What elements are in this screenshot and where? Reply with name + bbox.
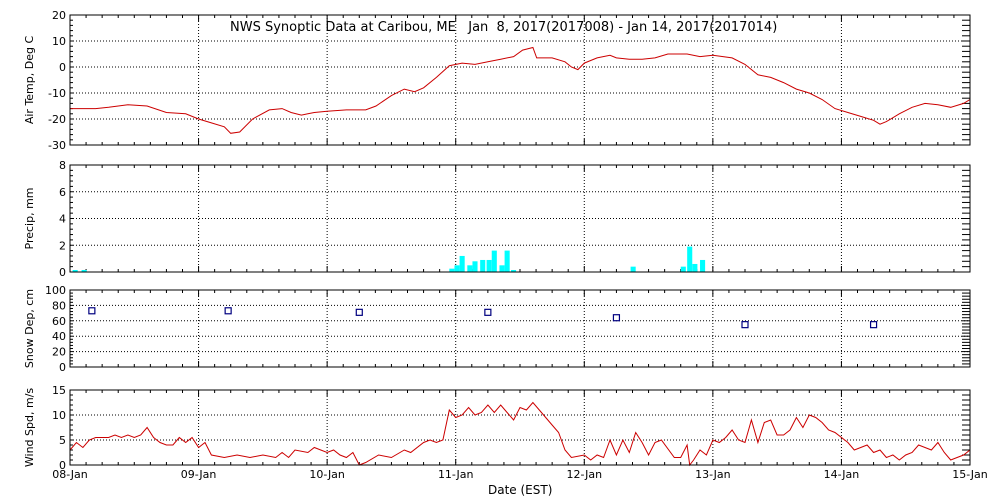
precip-bar: [491, 250, 497, 272]
y-tick-label: 5: [59, 434, 66, 447]
snow-depth-point: [224, 307, 232, 315]
precip-bar: [81, 269, 87, 272]
y-tick-label: 4: [59, 213, 66, 226]
precip-bar: [499, 265, 505, 272]
precip-bar: [700, 259, 706, 272]
y-tick-label: 100: [45, 284, 66, 297]
y-tick-label: 6: [59, 186, 66, 199]
y-tick-label: -20: [48, 113, 66, 126]
precip-bar: [511, 269, 517, 272]
x-tick-label: 14-Jan: [824, 468, 860, 481]
y-axis-label: Snow Dep, cm: [23, 289, 36, 368]
y-tick-label: 0: [59, 266, 66, 279]
y-axis-label: Wind Spd, m/s: [23, 388, 36, 468]
y-tick-label: 10: [52, 409, 66, 422]
snow-depth-point: [741, 321, 749, 329]
snow-depth-point: [484, 308, 492, 316]
y-axis-label: Air Temp, Deg C: [23, 36, 36, 125]
y-axis-label: Precip, mm: [23, 188, 36, 250]
y-tick-label: -10: [48, 87, 66, 100]
y-tick-label: 10: [52, 35, 66, 48]
precip-bar: [454, 265, 460, 272]
x-tick-label: 13-Jan: [695, 468, 731, 481]
precip-bar: [72, 269, 78, 272]
precip-bar: [692, 263, 698, 272]
panel-2: 0 2 4 6 8 Precip, mm: [23, 159, 971, 279]
y-tick-label: 0: [59, 61, 66, 74]
panel-frame: [69, 289, 971, 368]
precip-bar: [680, 266, 686, 272]
precip-bar: [486, 259, 492, 272]
precip-bar: [687, 246, 693, 272]
y-tick-label: -30: [48, 139, 66, 152]
precip-bar: [459, 255, 465, 272]
precip-bar: [480, 259, 486, 272]
snow-depth-point: [612, 314, 621, 322]
x-tick-label: 12-Jan: [567, 468, 603, 481]
panel-frame: [69, 164, 971, 273]
y-tick-label: 40: [52, 330, 66, 343]
precip-bar: [472, 261, 478, 272]
precip-bar: [504, 250, 510, 272]
snow-depth-point: [355, 308, 363, 316]
snow-depth-point: [869, 321, 878, 329]
snow-depth-point: [88, 307, 96, 315]
precip-bar: [467, 265, 473, 272]
x-axis-title: Date (EST): [488, 483, 553, 497]
panel-frame: [69, 389, 971, 466]
precip-bar: [449, 268, 455, 272]
y-tick-label: 60: [52, 315, 66, 328]
panel-1: -30 -20 -10 0 10 20 Air Temp, Deg C: [23, 9, 971, 152]
x-tick-label: 09-Jan: [181, 468, 217, 481]
x-tick-label: 10-Jan: [309, 468, 345, 481]
series-line: [70, 46, 971, 134]
y-tick-label: 80: [52, 299, 66, 312]
y-tick-label: 8: [59, 159, 66, 172]
y-tick-label: 2: [59, 239, 66, 252]
x-tick-label: 11-Jan: [438, 468, 474, 481]
y-tick-label: 15: [52, 384, 66, 397]
chart-title: NWS Synoptic Data at Caribou, ME Jan 8, …: [230, 20, 778, 35]
y-tick-label: 20: [52, 346, 66, 359]
precip-bar: [630, 266, 636, 272]
series-line: [69, 401, 971, 467]
panel-3: 0 20 40 60 80 100 Snow Dep, cm: [23, 284, 971, 374]
y-tick-label: 0: [59, 361, 66, 374]
y-tick-label: 0: [59, 459, 66, 472]
x-tick-label: 08-Jan: [52, 468, 88, 481]
panel-frame: [69, 14, 971, 146]
x-tick-label: 15-Jan: [952, 468, 988, 481]
y-tick-label: 20: [52, 9, 66, 22]
panel-4: 0 5 10 15 Wind Spd, m/s: [23, 384, 971, 472]
